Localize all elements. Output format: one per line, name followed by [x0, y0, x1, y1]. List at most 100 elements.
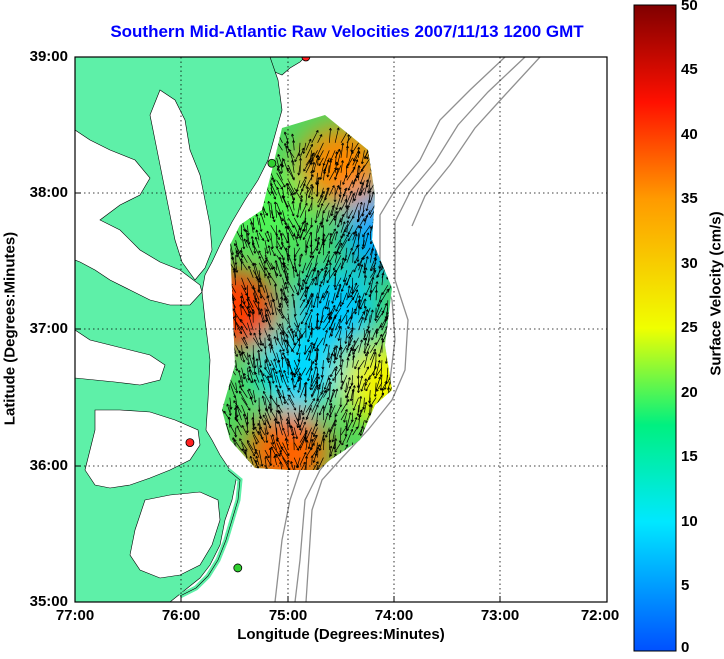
velocity-arrow: [310, 196, 314, 211]
colorbar-tick: 35: [681, 190, 698, 207]
velocity-arrow: [305, 300, 313, 316]
velocity-arrow: [335, 300, 342, 312]
velocity-arrow: [222, 403, 225, 413]
velocity-arrow: [351, 337, 359, 352]
velocity-arrow: [276, 352, 281, 363]
velocity-arrow: [264, 367, 272, 378]
velocity-arrow: [324, 382, 330, 393]
velocity-arrow: [273, 336, 277, 346]
velocity-arrow: [350, 375, 354, 386]
velocity-arrow: [342, 270, 348, 283]
velocity-arrow: [359, 187, 365, 197]
velocity-arrow: [304, 390, 308, 403]
velocity-arrow: [257, 397, 261, 413]
velocity-arrow: [239, 295, 243, 308]
velocity-arrow: [328, 262, 332, 278]
velocity-arrow: [333, 277, 337, 288]
velocity-arrow: [293, 442, 300, 451]
velocity-arrow: [264, 247, 268, 260]
velocity-arrow: [347, 195, 354, 209]
velocity-arrow: [264, 302, 272, 316]
velocity-arrow: [301, 277, 307, 291]
velocity-arrow: [252, 434, 258, 445]
velocity-arrow: [347, 210, 354, 219]
velocity-arrow: [360, 382, 365, 392]
velocity-arrow: [364, 401, 368, 413]
velocity-arrow: [331, 292, 336, 304]
velocity-arrow: [239, 438, 248, 451]
velocity-arrow: [352, 282, 358, 293]
velocity-arrow: [276, 187, 283, 203]
velocity-arrow: [322, 431, 326, 443]
velocity-arrow: [246, 225, 250, 236]
velocity-arrow: [247, 389, 253, 400]
station-marker: [301, 57, 311, 62]
velocity-arrow: [353, 187, 359, 202]
velocity-arrow: [278, 308, 289, 323]
velocity-arrow: [270, 442, 281, 457]
velocity-arrow: [350, 277, 354, 295]
y-tick-label: 37:00: [29, 320, 68, 337]
velocity-arrow: [365, 382, 371, 392]
velocity-arrow: [252, 217, 256, 230]
velocity-arrow: [264, 397, 269, 412]
speed-region-southeast-mid: [341, 344, 392, 424]
velocity-arrow: [299, 451, 307, 466]
velocity-arrow: [385, 367, 389, 385]
x-axis-label: Longitude (Degrees:Minutes): [237, 626, 445, 643]
velocity-arrow: [282, 352, 290, 364]
velocity-arrow: [359, 172, 365, 185]
colorbar-tick: 0: [681, 639, 690, 656]
velocity-arrow: [317, 195, 324, 208]
velocity-arrow: [347, 232, 354, 242]
velocity-arrow: [288, 394, 295, 406]
velocity-arrow: [293, 360, 301, 376]
velocity-arrow: [277, 154, 283, 166]
velocity-arrow: [347, 225, 354, 235]
velocity-arrow: [305, 342, 313, 353]
velocity-arrow: [243, 238, 248, 248]
velocity-arrow: [331, 427, 336, 443]
velocity-arrow: [314, 442, 318, 457]
velocity-arrow: [262, 390, 272, 406]
velocity-arrow: [282, 210, 288, 226]
station-marker: [267, 158, 277, 168]
velocity-arrow: [352, 397, 359, 411]
velocity-arrow: [293, 322, 303, 338]
velocity-arrow: [270, 180, 274, 195]
velocity-arrow: [248, 354, 254, 368]
velocity-arrow: [276, 210, 284, 222]
velocity-arrow: [234, 255, 238, 265]
velocity-arrow: [352, 150, 359, 162]
velocity-arrow: [276, 375, 282, 389]
velocity-arrow: [334, 206, 342, 218]
velocity-arrow: [270, 367, 275, 384]
velocity-arrow: [275, 412, 279, 424]
velocity-arrow: [235, 345, 242, 357]
velocity-arrow: [323, 157, 330, 175]
velocity-arrow: [361, 232, 365, 247]
velocity-arrow: [381, 285, 389, 295]
velocity-arrow: [341, 434, 348, 446]
velocity-arrow: [307, 345, 313, 362]
velocity-arrow: [323, 412, 329, 428]
velocity-arrow: [364, 307, 371, 321]
velocity-arrow: [347, 180, 354, 191]
velocity-arrow: [358, 201, 363, 218]
velocity-arrow: [273, 455, 277, 466]
velocity-arrow: [320, 270, 330, 284]
radar-stations: [185, 57, 311, 573]
bathymetry-contours: [274, 57, 541, 602]
velocity-arrow: [322, 202, 330, 214]
y-tick-label: 39:00: [29, 48, 68, 65]
velocity-arrow: [258, 262, 267, 277]
velocity-arrow: [288, 165, 295, 181]
velocity-arrow: [283, 131, 289, 143]
velocity-arrow: [357, 359, 365, 370]
velocity-arrow: [333, 210, 337, 221]
velocity-arrow: [325, 210, 330, 223]
velocity-arrow: [323, 250, 330, 263]
velocity-arrow: [312, 449, 318, 463]
velocity-arrow: [238, 390, 248, 406]
velocity-arrow: [276, 255, 286, 268]
